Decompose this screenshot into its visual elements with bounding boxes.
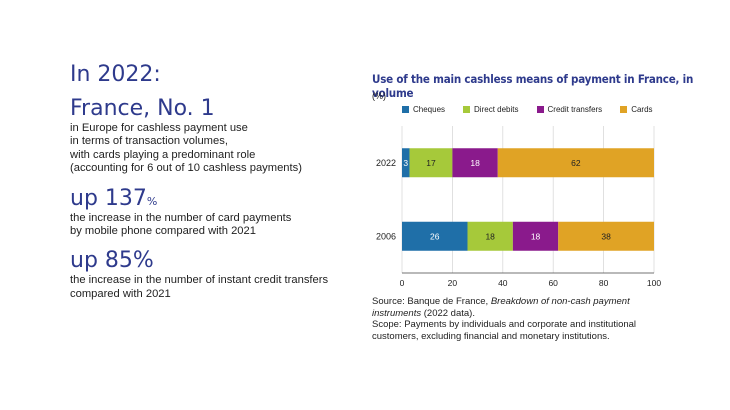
- key-figure-headline: up 137%: [70, 185, 340, 211]
- bar-segment: [409, 148, 453, 178]
- data-label: 62: [571, 158, 581, 168]
- bar-segment: [452, 148, 498, 178]
- key-figure-text: the increase in the number of instant cr…: [70, 274, 329, 300]
- legend-swatch: [463, 106, 471, 113]
- key-figure-block: up 137% the increase in the number of ca…: [70, 185, 340, 239]
- bar-segment: [512, 221, 559, 251]
- category-label: 2006: [376, 231, 396, 241]
- key-figure-headline: France, No. 1: [70, 98, 340, 120]
- data-label: 18: [470, 158, 480, 168]
- source-prefix: Source: Banque de France,: [372, 296, 491, 307]
- key-figures-panel: In 2022: France, No. 1 in Europe for cas…: [70, 64, 340, 313]
- legend-item: Cards: [620, 105, 653, 114]
- chart-unit-label: (%): [372, 91, 386, 101]
- bar-segment: [558, 221, 654, 251]
- bar-segment: [402, 221, 468, 251]
- data-label: 18: [531, 231, 541, 241]
- legend-label: Cards: [631, 105, 653, 114]
- source-title: Breakdown of non-cash payment instrument…: [372, 296, 630, 319]
- legend-label: Direct debits: [474, 105, 519, 114]
- category-label: 2022: [376, 158, 396, 168]
- x-tick-label: 0: [400, 278, 405, 288]
- bar-segment: [467, 221, 513, 251]
- data-label: 3: [403, 158, 408, 168]
- key-figure-value: France, No. 1: [70, 96, 215, 121]
- x-tick-label: 40: [498, 278, 508, 288]
- key-figure-unit: %: [146, 194, 158, 208]
- key-figure-text: the increase in the number of card payme…: [70, 211, 292, 238]
- data-label: 17: [426, 158, 436, 168]
- key-figure-headline: up 85%: [70, 250, 340, 272]
- x-tick-label: 20: [448, 278, 458, 288]
- legend-label: Credit transfers: [547, 105, 603, 114]
- x-tick-label: 100: [647, 278, 661, 288]
- chart-source-note: Source: Banque de France, Breakdown of n…: [372, 296, 672, 342]
- legend-item: Direct debits: [463, 105, 519, 114]
- scope-note: Scope: Payments by individuals and corpo…: [372, 319, 637, 342]
- stacked-bar-chart: 0 20 40 60 80 100 2022 3 17 18 62 2006 26 18 18 38: [376, 126, 661, 288]
- legend-swatch: [536, 106, 544, 113]
- key-figure-text: in Europe for cashless payment use in te…: [70, 122, 302, 175]
- x-tick-label: 80: [599, 278, 609, 288]
- data-label: 18: [485, 231, 495, 241]
- key-figure-value: up 137: [70, 185, 147, 211]
- key-figure-block: France, No. 1 in Europe for cashless pay…: [70, 98, 340, 176]
- key-figure-block: up 85% the increase in the number of ins…: [70, 250, 340, 301]
- legend-swatch: [620, 106, 628, 113]
- x-tick-label: 60: [548, 278, 558, 288]
- year-heading: In 2022:: [70, 62, 161, 87]
- legend-item: Cheques: [402, 105, 445, 114]
- legend-swatch: [402, 106, 409, 113]
- data-label: 26: [430, 231, 440, 241]
- key-figure-value: up 85%: [70, 248, 154, 274]
- bar-segment: [402, 148, 410, 178]
- bar-segment: [497, 148, 654, 178]
- legend-item: Credit transfers: [536, 105, 603, 114]
- legend-label: Cheques: [413, 105, 446, 114]
- chart-title: Use of the main cashless means of paymen…: [372, 72, 694, 100]
- data-label: 38: [601, 231, 611, 241]
- chart-legend: Cheques Direct debits Credit transfers Card…: [402, 105, 653, 114]
- source-suffix: (2022 data).: [421, 307, 475, 319]
